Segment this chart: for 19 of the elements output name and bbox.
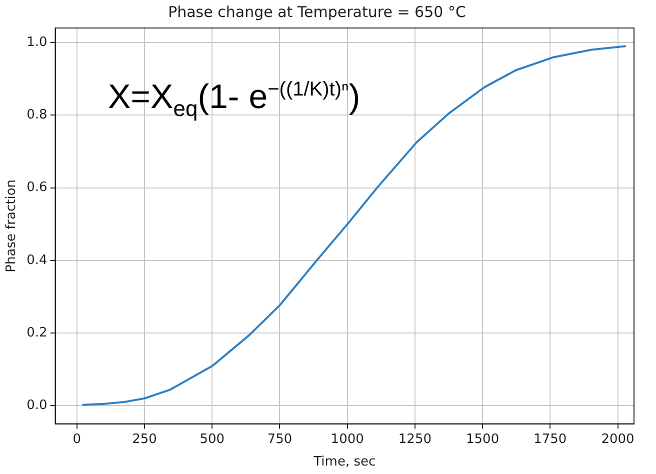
x-tick-label: 1000 bbox=[330, 432, 364, 447]
x-tick-label: 0 bbox=[72, 432, 82, 447]
x-tick-label: 750 bbox=[267, 432, 292, 447]
x-tick-label: 250 bbox=[132, 432, 157, 447]
y-tick-label: 0.0 bbox=[26, 398, 48, 414]
x-tick-label: 1500 bbox=[466, 432, 500, 447]
y-tick-label: 1.0 bbox=[26, 34, 48, 50]
chart-title: Phase change at Temperature = 650 °C bbox=[168, 2, 466, 21]
x-tick-label: 500 bbox=[200, 432, 225, 447]
y-axis-title: Phase fraction bbox=[4, 179, 20, 272]
y-tick-label: 0.2 bbox=[26, 325, 48, 340]
y-tick-label: 0.6 bbox=[26, 180, 48, 196]
x-axis-title: Time, sec bbox=[312, 454, 376, 470]
y-tick-label: 0.4 bbox=[26, 252, 48, 268]
x-tick-label: 2000 bbox=[601, 432, 634, 447]
annotation: X=X$_{eq}$(1- e$^{−((1/K)t)ⁿ}$) bbox=[108, 78, 360, 122]
y-tick-label: 0.8 bbox=[26, 108, 48, 123]
x-tick-label: 1250 bbox=[398, 432, 432, 447]
x-tick-label: 1750 bbox=[534, 432, 567, 447]
